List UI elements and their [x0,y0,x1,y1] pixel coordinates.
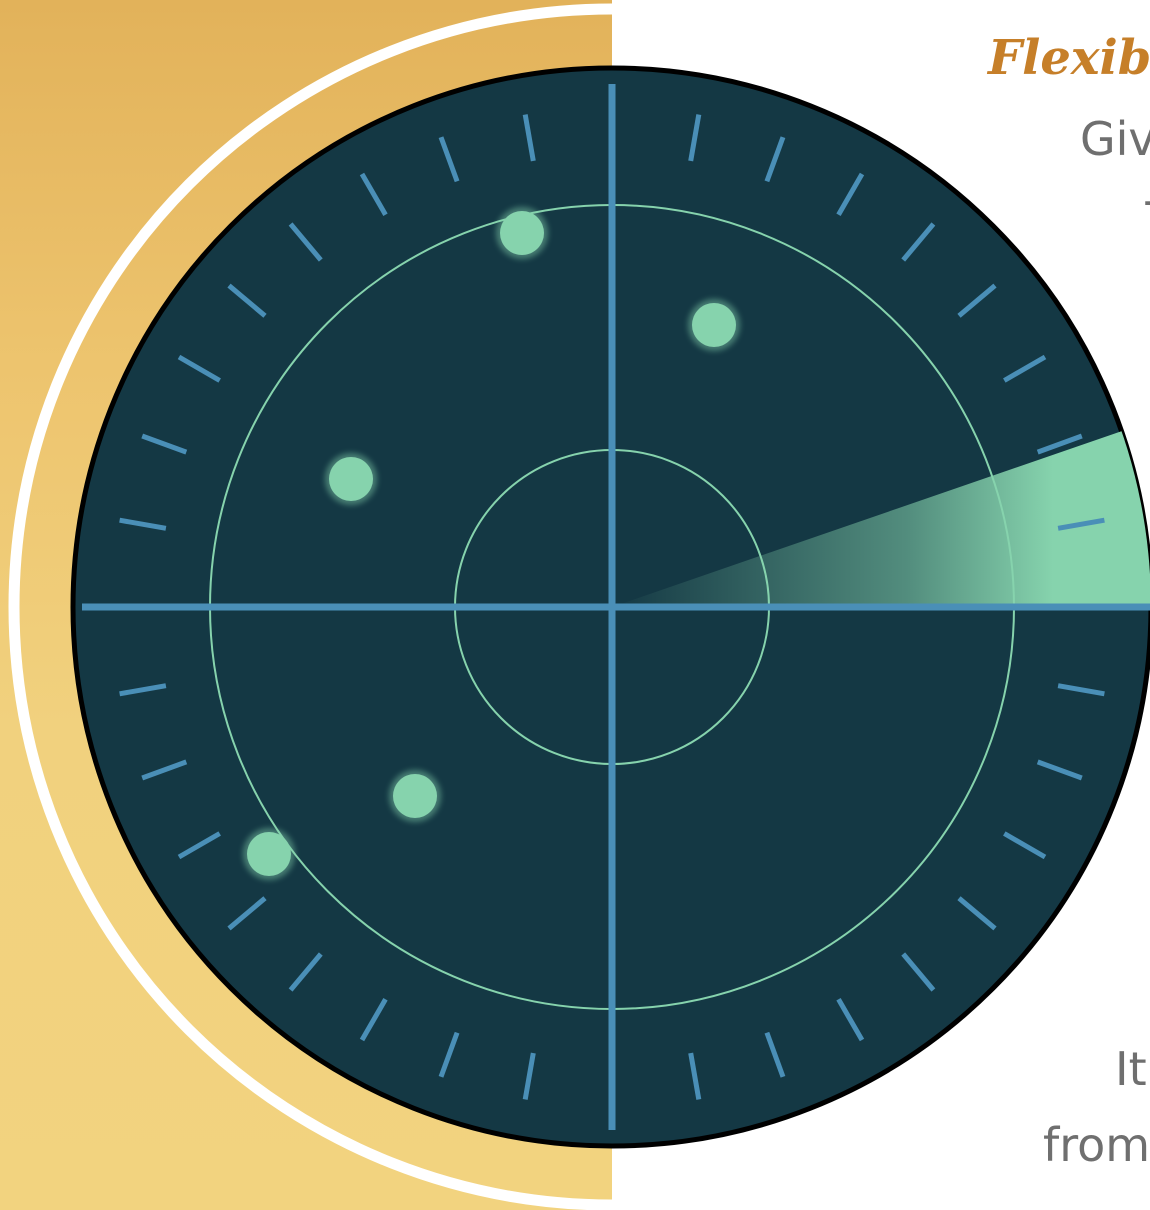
radar-tick [764,1031,786,1078]
radar-tick [359,998,388,1042]
radar-tick [522,1052,536,1100]
radar-tick [1036,759,1083,781]
radar-tick [522,114,536,162]
radar-tick [288,222,323,262]
radar-tick [1003,354,1047,383]
radar-tick [119,517,167,531]
radar-sweep [612,430,1150,607]
radar-tick [359,172,388,216]
radar-tick [901,952,936,992]
radar-tick [141,433,188,455]
radar-tick [688,1052,702,1100]
target-dot-icon [389,770,441,822]
outer-arc [8,3,613,1210]
radar-tick [764,136,786,183]
radar-tick [438,1031,460,1078]
section-heading: Flexib [988,30,1150,86]
radar-tick [227,896,267,931]
target-dot-icon [325,453,377,505]
radar-tick [288,952,323,992]
radar-tick [957,896,997,931]
radar-tick [688,114,702,162]
radar-tick [901,222,936,262]
radar-blips [243,207,740,880]
radar-tick [177,831,221,860]
body-text-line-4: from [1043,1118,1150,1172]
target-dot-icon [496,207,548,259]
radar-tick-marks [119,114,1105,1100]
radar-tick [227,283,267,318]
radar-tick [836,172,865,216]
body-text-line-3: It [1115,1042,1147,1096]
radar-tick [1057,517,1105,531]
radar-tick [177,354,221,383]
target-dot-icon [243,828,295,880]
radar-tick [438,136,460,183]
radar-tick [1036,433,1083,455]
radar-tick [141,759,188,781]
body-text-line-1: Giv [1080,112,1150,166]
body-text-line-2: - [1143,173,1150,227]
target-dot-icon [688,299,740,351]
radar-tick [119,683,167,697]
radar-tick [1057,683,1105,697]
radar-tick [836,998,865,1042]
radar-tick [1003,831,1047,860]
radar-tick [957,283,997,318]
